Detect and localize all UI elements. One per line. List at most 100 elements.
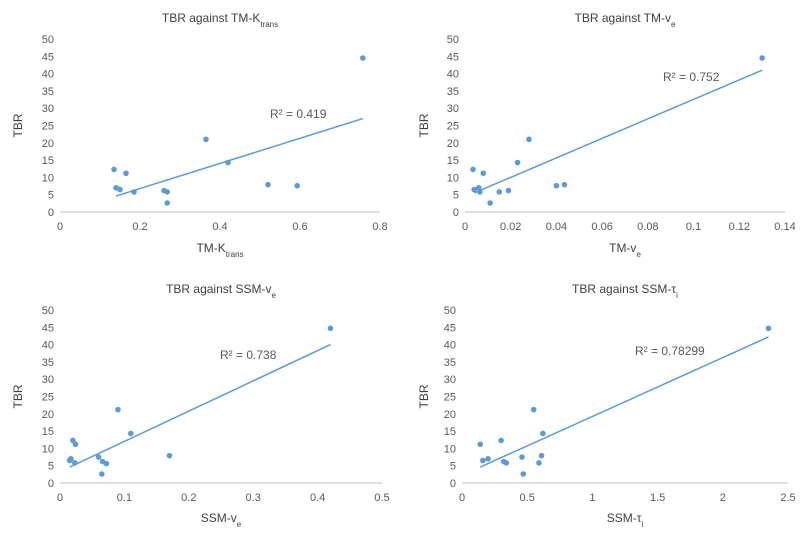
y-tick-label: 45	[42, 322, 54, 334]
x-tick-label: 0.1	[686, 221, 701, 233]
trendline	[69, 343, 331, 468]
y-tick-label: 35	[444, 357, 456, 369]
data-point	[530, 406, 537, 413]
data-point	[164, 200, 170, 206]
x-tick-label: 1.5	[650, 492, 665, 504]
x-axis-title: SSM-ve	[201, 511, 242, 529]
r-squared-label: R² = 0.78299	[635, 344, 705, 358]
y-tick-label: 50	[447, 34, 459, 46]
data-point	[485, 455, 491, 462]
y-tick-label: 25	[42, 392, 54, 404]
data-point	[498, 437, 504, 444]
x-tick-label: 0.04	[546, 221, 567, 233]
chart-panel-1: TBR against TM-Ktrans 0 5 10 15 20 25 30 35 40 45 5…	[11, 11, 388, 259]
data-point	[759, 55, 765, 61]
y-tick-label: 10	[42, 172, 54, 184]
data-point	[72, 460, 78, 466]
data-point	[95, 454, 102, 460]
y-tick-label: 15	[444, 426, 456, 438]
data-point	[538, 452, 545, 459]
trendline	[115, 117, 364, 197]
y-tick-label: 50	[42, 34, 54, 46]
y-tick-label: 25	[447, 121, 459, 133]
x-tick-label: 0.5	[374, 492, 389, 504]
x-tick-label: 0.14	[774, 221, 795, 233]
data-point	[480, 170, 487, 177]
chart-panel-4: TBR against SSM-τi 0 5 10 15 20 25 30 35 40 45 50 0 0…	[417, 282, 796, 529]
y-tick-label: 45	[42, 51, 54, 63]
y-tick-label: 30	[42, 374, 54, 386]
data-point	[72, 441, 79, 448]
y-tick-label: 20	[42, 138, 54, 150]
y-tick-label: 40	[447, 69, 459, 81]
data-point	[225, 159, 231, 166]
data-point	[561, 181, 568, 188]
data-point	[131, 189, 137, 195]
y-tick-label: 35	[42, 357, 54, 369]
y-tick-label: 10	[447, 172, 459, 184]
y-tick-label: 0	[450, 478, 456, 490]
x-tick-label: 0.6	[292, 221, 307, 233]
x-tick-label: 0.5	[520, 492, 535, 504]
y-tick-label: 25	[42, 121, 54, 133]
y-tick-label: 35	[42, 86, 54, 98]
data-point	[480, 457, 486, 464]
data-point	[540, 430, 546, 437]
y-tick-label: 5	[453, 190, 459, 202]
y-tick-label: 10	[444, 443, 456, 455]
x-tick-label: 0.12	[729, 221, 750, 233]
y-tick-label: 15	[42, 426, 54, 438]
r-squared-label: R² = 0.752	[663, 70, 720, 84]
y-tick-label: 15	[447, 155, 459, 167]
y-tick-label: 20	[444, 409, 456, 421]
x-tick-label: 0.08	[637, 221, 658, 233]
y-tick-label: 45	[447, 51, 459, 63]
x-tick-label: 0	[57, 492, 63, 504]
y-tick-label: 5	[48, 190, 54, 202]
data-point	[487, 200, 493, 206]
data-point	[294, 182, 301, 189]
data-point	[360, 55, 366, 61]
y-tick-label: 50	[444, 305, 456, 317]
y-axis-title: TBR	[11, 384, 25, 408]
data-point	[99, 471, 105, 477]
data-point	[327, 325, 334, 332]
data-point	[514, 159, 521, 166]
data-point	[115, 406, 121, 413]
y-axis-title: TBR	[11, 113, 25, 137]
x-tick-label: 0	[57, 221, 63, 233]
x-tick-label: 0.4	[212, 221, 227, 233]
x-tick-label: 0.06	[591, 221, 612, 233]
x-axis-title: TM-ve	[609, 241, 641, 259]
y-tick-label: 25	[444, 392, 456, 404]
y-tick-label: 40	[444, 340, 456, 352]
chart-panel-3: TBR against SSM-ve 0 5 10 15 20 25 30 35 40 45 50 0 0…	[11, 282, 390, 529]
data-point	[471, 186, 477, 193]
y-tick-label: 0	[453, 207, 459, 219]
data-point	[503, 460, 510, 466]
chart-title: TBR against SSM-τi	[572, 282, 678, 300]
y-tick-label: 50	[42, 305, 54, 317]
data-point	[496, 189, 503, 195]
x-tick-label: 0.8	[372, 221, 387, 233]
data-point	[68, 455, 74, 462]
data-point	[166, 452, 173, 459]
data-point	[477, 189, 483, 195]
r-squared-label: R² = 0.738	[220, 348, 277, 362]
data-point	[536, 460, 542, 466]
y-tick-label: 5	[48, 461, 54, 473]
data-point	[103, 460, 110, 467]
chart-title: TBR against TM-ve	[575, 11, 676, 29]
x-tick-label: 0.2	[132, 221, 147, 233]
x-tick-label: 2.5	[780, 492, 795, 504]
trendline	[473, 69, 763, 194]
data-point	[117, 186, 123, 193]
y-tick-label: 40	[42, 69, 54, 81]
chart-panel-2: TBR against TM-ve 0 5 10 15 20 25 30 35 40 45 50 0 0.…	[417, 11, 796, 259]
x-tick-label: 0.3	[246, 492, 261, 504]
y-tick-label: 20	[42, 409, 54, 421]
y-tick-label: 5	[450, 461, 456, 473]
data-point	[526, 136, 532, 143]
data-point	[164, 189, 170, 195]
y-tick-label: 15	[42, 155, 54, 167]
